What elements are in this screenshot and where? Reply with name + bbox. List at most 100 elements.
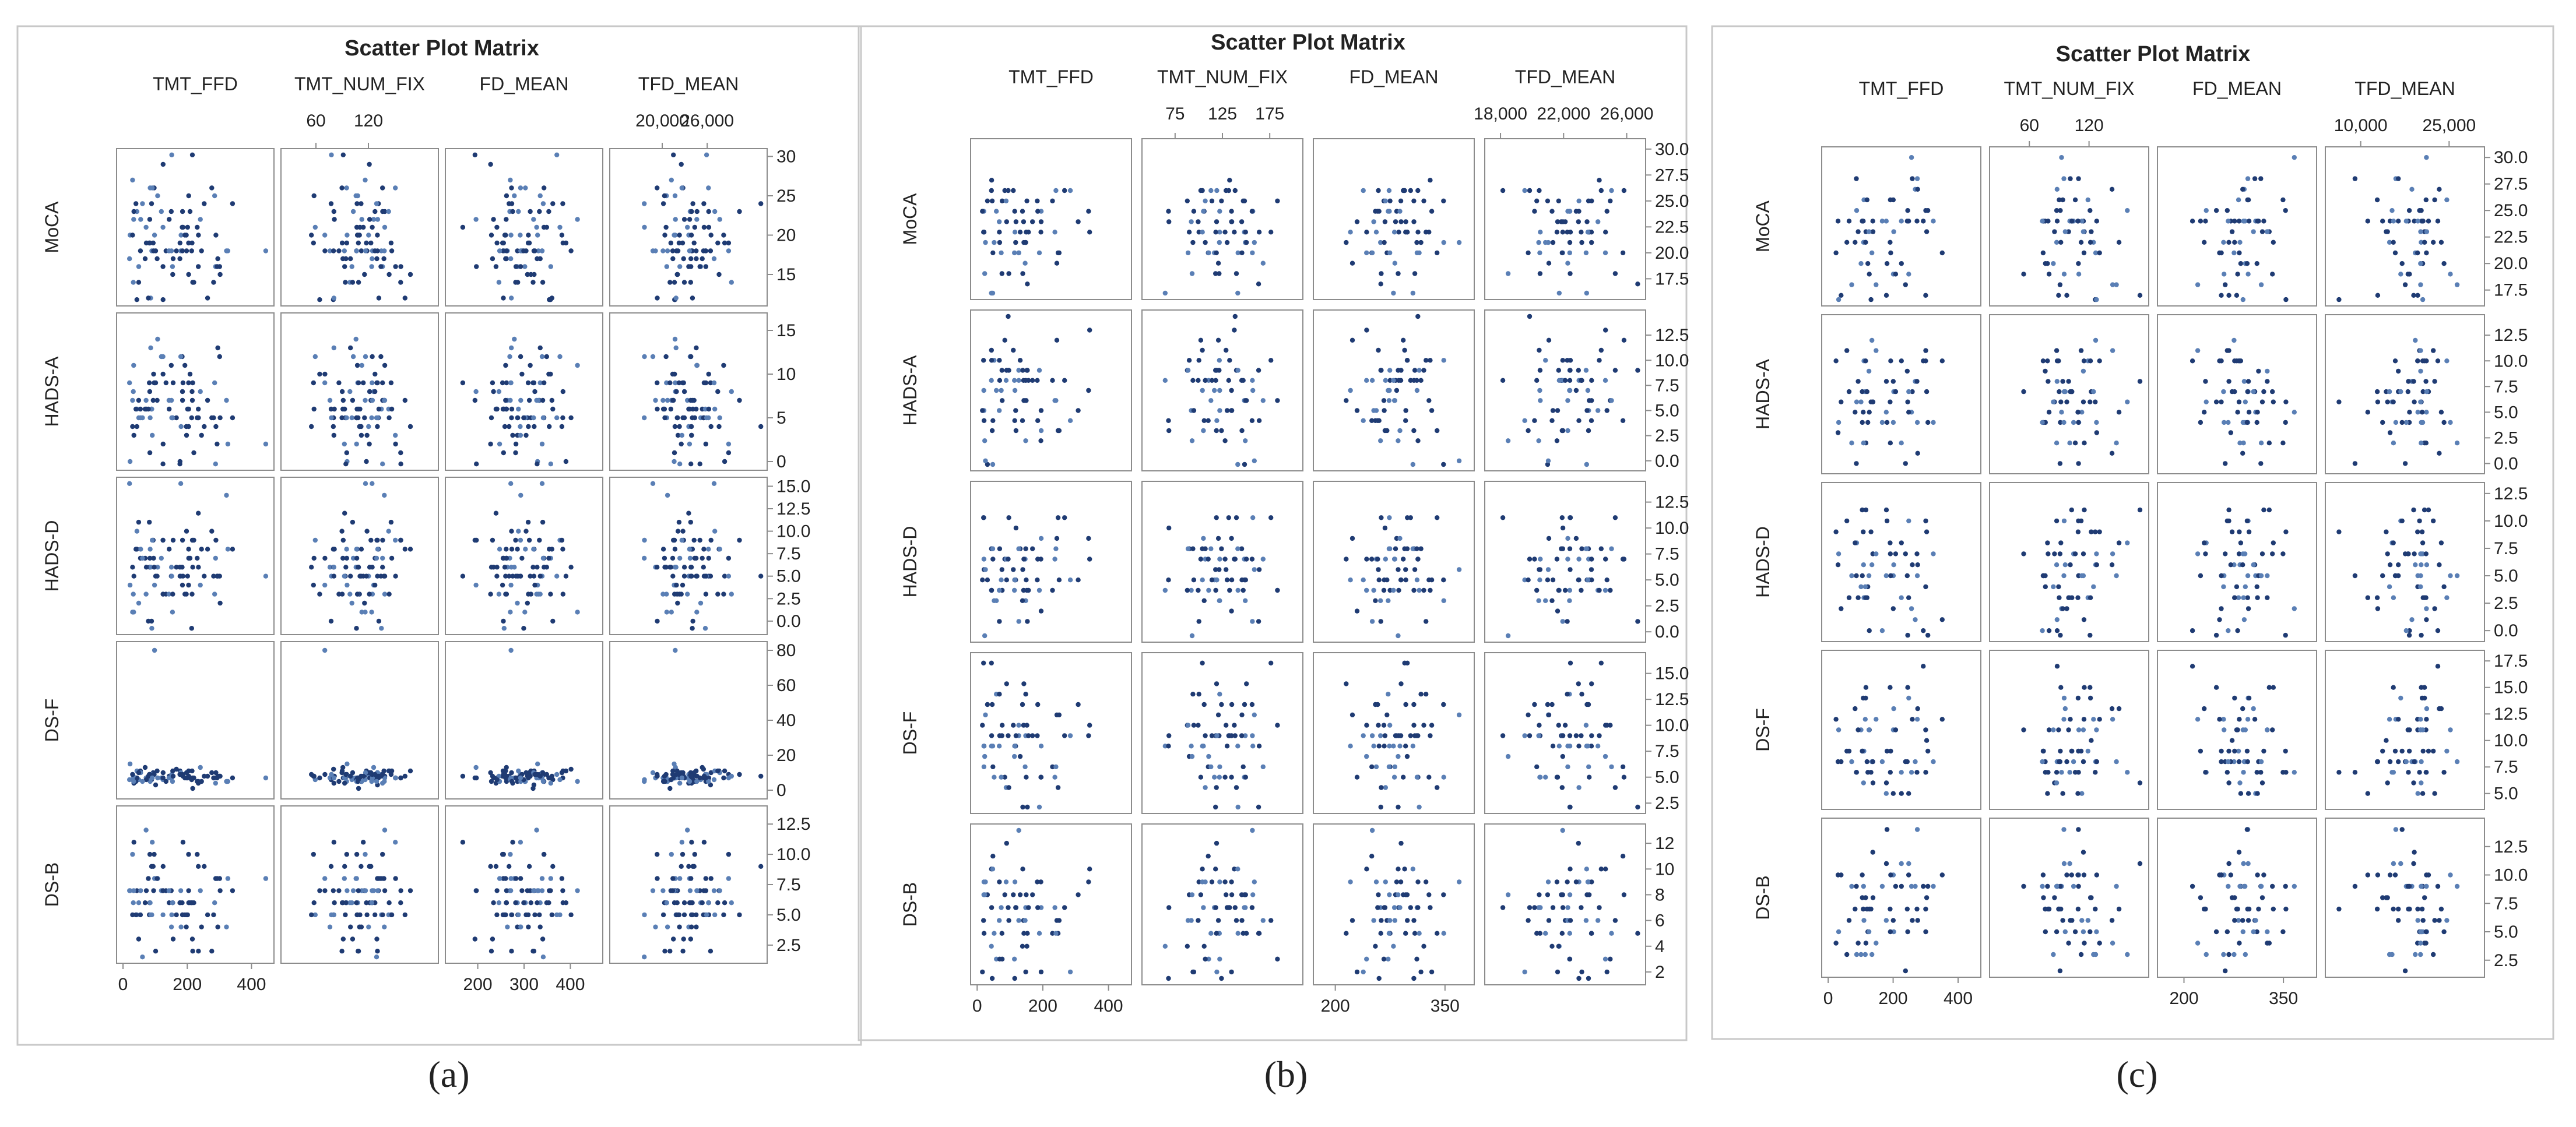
data-point xyxy=(1861,918,1867,923)
data-point xyxy=(508,851,513,857)
data-point xyxy=(1354,608,1360,614)
data-point xyxy=(1229,969,1234,975)
data-point xyxy=(2076,176,2081,181)
data-point xyxy=(1426,398,1432,403)
data-point xyxy=(1401,557,1406,562)
data-point xyxy=(2283,420,2288,425)
row-label-hads-d: HADS-D xyxy=(1752,526,1773,598)
data-point xyxy=(544,900,549,906)
data-point xyxy=(1560,546,1565,551)
data-point xyxy=(2270,272,2275,277)
data-point xyxy=(1035,702,1041,707)
data-point xyxy=(1537,388,1542,393)
data-point xyxy=(2352,176,2358,181)
data-point xyxy=(364,240,369,246)
data-point xyxy=(2046,727,2052,732)
data-point xyxy=(532,912,537,918)
x-tick-label-bottom: 200 xyxy=(463,975,493,994)
data-point xyxy=(1243,892,1248,897)
cell-hads-a-vs-tfd-mean xyxy=(609,312,768,471)
data-point xyxy=(686,510,691,516)
data-point xyxy=(1239,577,1245,583)
data-point xyxy=(496,389,502,395)
data-point xyxy=(2259,229,2265,234)
x-tick-label-top: 120 xyxy=(354,111,383,131)
cell-hads-d-vs-fd-mean xyxy=(2157,482,2317,642)
data-point xyxy=(1239,733,1245,738)
data-point xyxy=(2056,584,2061,590)
data-point xyxy=(2221,240,2226,245)
data-point xyxy=(1023,546,1028,551)
y-tick-label-right: 12.5 xyxy=(1655,690,1689,709)
data-point xyxy=(225,779,231,784)
data-point xyxy=(1408,905,1413,910)
data-point xyxy=(1835,219,1841,224)
data-point xyxy=(2266,685,2272,690)
data-point xyxy=(694,573,699,579)
data-point xyxy=(1233,785,1239,790)
data-point xyxy=(716,272,722,277)
cell-moca-vs-fd-mean xyxy=(1313,138,1475,300)
data-point xyxy=(2441,584,2447,590)
data-point xyxy=(1869,250,1875,256)
data-point xyxy=(374,201,379,206)
data-point xyxy=(186,773,191,779)
data-point xyxy=(490,773,495,779)
data-point xyxy=(149,201,154,206)
data-point xyxy=(1396,368,1401,373)
data-point xyxy=(1924,895,1930,900)
data-point xyxy=(184,248,189,253)
data-point xyxy=(1456,879,1462,885)
data-point xyxy=(1382,733,1388,738)
data-point xyxy=(1012,975,1017,981)
data-point xyxy=(190,565,195,570)
data-point xyxy=(1890,606,1896,611)
data-point xyxy=(364,432,370,438)
data-point xyxy=(2043,584,2048,590)
data-point xyxy=(2195,717,2201,722)
data-point xyxy=(2061,717,2067,722)
data-point xyxy=(1538,230,1543,235)
data-point xyxy=(488,864,493,869)
data-point xyxy=(196,565,201,570)
data-point xyxy=(1836,727,1841,732)
data-point xyxy=(2046,770,2051,775)
data-point xyxy=(2052,229,2057,234)
data-point xyxy=(2058,906,2064,912)
data-point xyxy=(1560,753,1565,759)
data-point xyxy=(1925,883,1931,889)
x-tick-label-bottom: 400 xyxy=(237,975,266,994)
data-point xyxy=(1408,188,1413,193)
data-point xyxy=(1386,931,1392,936)
data-point xyxy=(364,529,370,534)
data-point xyxy=(1874,282,1879,287)
data-point xyxy=(2255,595,2260,600)
data-point xyxy=(2231,337,2237,343)
data-point xyxy=(1053,188,1059,193)
data-point xyxy=(1567,250,1572,256)
data-point xyxy=(1921,628,1926,633)
data-point xyxy=(1589,733,1594,738)
data-point xyxy=(1229,892,1235,897)
data-point xyxy=(1217,879,1222,885)
data-point xyxy=(149,406,154,412)
data-point xyxy=(328,618,334,624)
data-point xyxy=(2219,606,2224,611)
data-point xyxy=(2418,929,2423,935)
data-point xyxy=(1012,209,1017,214)
data-point xyxy=(1849,759,1854,765)
data-point xyxy=(1386,398,1392,403)
data-point xyxy=(393,537,398,543)
data-point xyxy=(708,248,714,253)
data-point xyxy=(2082,685,2087,690)
data-point xyxy=(542,185,547,191)
data-point xyxy=(356,888,361,893)
data-point xyxy=(2237,358,2242,364)
data-point xyxy=(140,201,145,206)
data-point xyxy=(1403,577,1408,583)
data-point xyxy=(1883,507,1889,513)
data-point xyxy=(2412,850,2417,855)
data-point xyxy=(1874,551,1879,557)
data-point xyxy=(1546,918,1552,923)
data-point xyxy=(992,774,997,780)
